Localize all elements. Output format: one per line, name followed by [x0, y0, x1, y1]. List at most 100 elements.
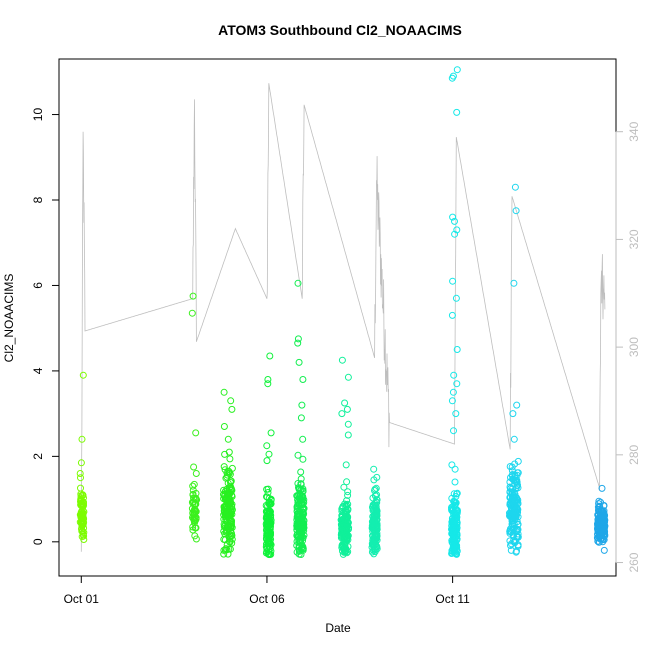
- data-point: [226, 538, 234, 546]
- data-point: [266, 499, 274, 507]
- data-point: [514, 541, 522, 549]
- data-point: [510, 279, 518, 287]
- y-tick-label: 6: [31, 282, 45, 289]
- data-point: [299, 435, 307, 443]
- data-point: [451, 502, 459, 510]
- data-point: [266, 510, 274, 518]
- data-point: [369, 503, 376, 511]
- data-point: [225, 468, 233, 476]
- data-point: [371, 492, 379, 500]
- data-point: [451, 217, 458, 225]
- y-tick-label: 0: [31, 538, 45, 545]
- data-point: [225, 522, 233, 530]
- data-point: [264, 380, 272, 388]
- data-point: [372, 484, 380, 492]
- data-point: [293, 503, 301, 511]
- y2-tick-label: 300: [627, 337, 641, 357]
- data-point: [342, 461, 350, 469]
- data-point: [221, 466, 229, 474]
- data-point: [299, 514, 307, 522]
- data-point: [507, 474, 514, 481]
- data-point: [372, 512, 380, 520]
- data-point: [453, 490, 461, 498]
- data-point: [221, 495, 229, 503]
- data-point: [338, 544, 346, 551]
- data-point: [449, 277, 457, 285]
- data-point: [225, 525, 233, 533]
- data-point: [508, 523, 516, 531]
- data-point: [449, 525, 457, 533]
- data-point: [509, 410, 517, 418]
- data-point: [341, 399, 349, 407]
- data-point: [192, 429, 200, 437]
- data-point: [263, 548, 271, 556]
- chart-title: ATOM3 Southbound Cl2_NOAACIMS: [218, 22, 462, 38]
- data-point: [508, 467, 516, 475]
- data-point: [192, 535, 200, 543]
- data-point: [192, 470, 200, 477]
- data-point: [192, 489, 200, 497]
- data-point: [298, 401, 306, 409]
- data-point: [297, 475, 305, 483]
- data-point: [297, 414, 305, 422]
- data-point: [228, 405, 236, 413]
- data-point: [371, 499, 379, 507]
- data-point: [267, 500, 275, 508]
- data-point: [343, 524, 351, 532]
- data-point: [267, 429, 275, 437]
- data-point: [372, 509, 380, 516]
- data-point: [264, 376, 272, 383]
- data-point: [449, 519, 457, 526]
- x-axis-label: Date: [325, 621, 351, 635]
- data-point: [263, 545, 271, 553]
- data-point: [508, 463, 516, 471]
- data-point: [80, 529, 88, 537]
- x-tick-label: Oct 11: [435, 592, 470, 606]
- data-point: [338, 410, 346, 418]
- data-point: [344, 488, 352, 496]
- data-point: [452, 294, 460, 302]
- data-point: [225, 448, 233, 456]
- data-point: [79, 371, 87, 379]
- y2-tick-label: 260: [627, 552, 641, 572]
- data-point: [453, 489, 461, 497]
- data-point: [368, 522, 376, 530]
- data-point: [226, 489, 234, 497]
- data-point: [293, 507, 301, 515]
- data-point: [452, 410, 460, 418]
- data-point: [372, 532, 380, 540]
- data-point: [294, 279, 302, 287]
- data-point: [267, 495, 275, 503]
- data-point: [77, 474, 84, 482]
- data-point: [595, 533, 603, 541]
- data-point: [189, 482, 197, 490]
- data-point: [79, 503, 87, 511]
- y-axis-label: Cl2_NOAACIMS: [2, 274, 16, 363]
- data-point: [344, 431, 352, 439]
- data-point: [451, 230, 459, 238]
- reference-trace-line: [80, 83, 606, 552]
- data-point: [190, 480, 198, 488]
- data-point: [220, 423, 228, 430]
- x-tick-label: Oct 01: [64, 592, 100, 606]
- data-point: [221, 521, 229, 529]
- data-point: [512, 478, 520, 486]
- data-point: [295, 544, 303, 552]
- data-point: [191, 519, 198, 527]
- data-points-layer: [76, 66, 609, 559]
- data-point: [338, 523, 346, 531]
- data-point: [450, 371, 458, 379]
- data-point: [266, 531, 274, 539]
- data-point: [449, 213, 457, 221]
- data-point: [448, 530, 456, 538]
- data-point: [264, 485, 272, 493]
- data-point: [78, 435, 86, 443]
- y2-tick-label: 320: [627, 229, 641, 249]
- data-point: [295, 486, 303, 493]
- data-point: [509, 525, 517, 533]
- data-point: [220, 463, 228, 471]
- data-point: [370, 465, 378, 473]
- data-point: [221, 503, 229, 510]
- data-point: [222, 524, 229, 532]
- data-point: [448, 311, 456, 319]
